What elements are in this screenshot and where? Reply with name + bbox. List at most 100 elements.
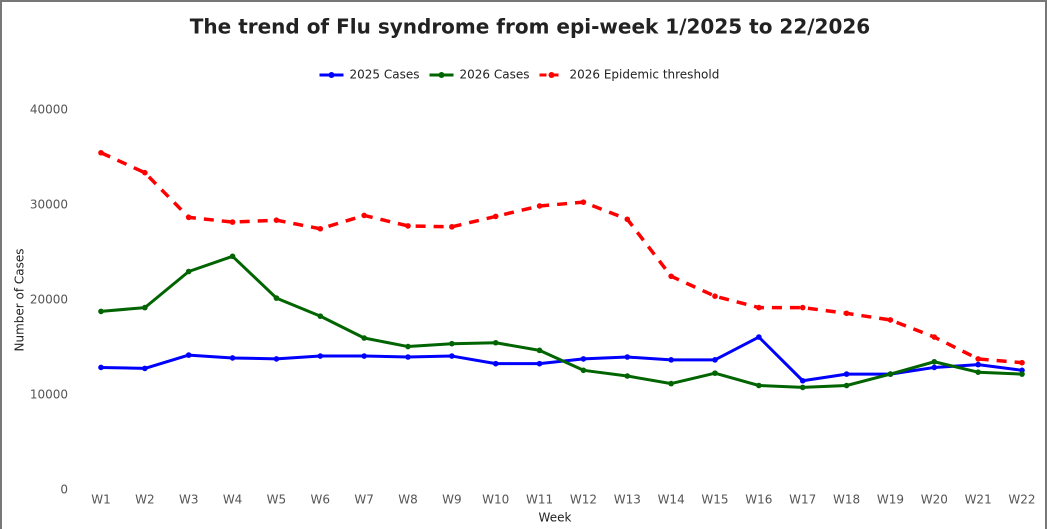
data-point <box>756 334 762 340</box>
data-point <box>624 354 631 360</box>
data-point <box>229 355 236 361</box>
data-point <box>887 317 894 323</box>
data-point <box>624 216 631 223</box>
data-point <box>975 369 981 376</box>
data-point <box>712 293 718 300</box>
y-tick-label: 0 <box>60 483 68 497</box>
series-line <box>100 254 1023 389</box>
data-point <box>799 384 806 391</box>
x-tick-label: W7 <box>354 493 374 507</box>
x-tick-label: W17 <box>789 493 816 507</box>
y-tick-label: 30000 <box>30 198 68 212</box>
x-tick-label: W1 <box>91 493 111 507</box>
x-tick-label: W11 <box>526 493 553 507</box>
data-point <box>142 169 148 176</box>
data-point <box>361 335 367 341</box>
legend-label: 2026 Epidemic threshold <box>570 68 720 82</box>
data-point <box>229 253 236 260</box>
data-point <box>1019 371 1025 377</box>
data-point <box>668 357 674 363</box>
x-tick-label: W18 <box>833 493 860 507</box>
data-point <box>449 353 455 359</box>
chart-title: The trend of Flu syndrome from epi-week … <box>190 15 870 39</box>
data-point <box>98 149 104 156</box>
data-point <box>756 382 762 389</box>
data-point <box>185 214 192 221</box>
data-point <box>492 339 499 346</box>
data-point <box>668 380 674 387</box>
data-point <box>449 224 455 230</box>
data-point <box>405 223 411 229</box>
data-point <box>142 365 148 372</box>
data-point <box>799 304 806 311</box>
x-tick-label: W9 <box>442 493 462 507</box>
data-point <box>449 340 455 347</box>
legend-marker <box>548 72 555 78</box>
data-point <box>580 356 587 362</box>
data-point <box>361 353 367 359</box>
data-point <box>98 308 104 315</box>
data-point <box>405 354 411 360</box>
data-point <box>931 334 938 340</box>
data-point <box>975 361 981 368</box>
data-point <box>317 353 324 359</box>
data-point <box>624 373 631 379</box>
x-tick-label: W3 <box>179 493 199 507</box>
data-point <box>317 225 324 232</box>
x-axis-label: Week <box>539 511 572 525</box>
x-tick-label: W20 <box>921 493 948 507</box>
data-point <box>668 273 674 280</box>
x-tick-label: W15 <box>701 493 728 507</box>
data-point <box>843 382 850 389</box>
data-point <box>492 360 499 367</box>
data-point <box>273 295 280 301</box>
data-point <box>931 364 938 371</box>
data-point <box>756 304 762 311</box>
x-tick-label: W8 <box>398 493 418 507</box>
data-point <box>229 219 236 225</box>
data-point <box>975 356 981 362</box>
legend-label: 2025 Cases <box>350 68 420 82</box>
data-point <box>580 199 587 205</box>
data-point <box>98 364 104 371</box>
data-point <box>580 367 587 374</box>
x-tick-label: W5 <box>267 493 287 507</box>
x-tick-label: W10 <box>482 493 509 507</box>
x-tick-label: W14 <box>658 493 685 507</box>
data-point <box>712 357 718 363</box>
data-point <box>887 371 894 377</box>
legend-label: 2026 Cases <box>460 68 530 82</box>
data-point <box>273 356 280 362</box>
x-tick-label: W2 <box>135 493 155 507</box>
x-tick-label: W19 <box>877 493 904 507</box>
data-point <box>536 360 543 367</box>
data-point <box>843 310 850 317</box>
x-tick-label: W4 <box>223 493 243 507</box>
data-point <box>273 217 280 223</box>
y-tick-label: 10000 <box>30 388 68 402</box>
data-point <box>536 347 543 354</box>
data-point <box>317 313 324 319</box>
data-point <box>185 352 192 358</box>
data-point <box>185 268 192 275</box>
x-tick-label: W13 <box>614 493 641 507</box>
data-point <box>1019 359 1025 366</box>
data-point <box>142 304 148 311</box>
series-line <box>100 151 1023 365</box>
y-tick-label: 20000 <box>30 293 68 307</box>
data-point <box>536 203 543 209</box>
x-tick-label: W16 <box>745 493 772 507</box>
y-axis-label: Number of Cases <box>13 248 27 351</box>
legend-marker <box>328 72 335 78</box>
data-point <box>361 212 367 219</box>
y-tick-label: 40000 <box>30 103 68 117</box>
data-point <box>799 377 806 384</box>
x-tick-label: W6 <box>311 493 331 507</box>
x-tick-label: W12 <box>570 493 597 507</box>
data-point <box>931 358 938 365</box>
x-tick-label: W21 <box>965 493 992 507</box>
data-point <box>405 343 411 350</box>
legend-marker <box>438 72 445 78</box>
